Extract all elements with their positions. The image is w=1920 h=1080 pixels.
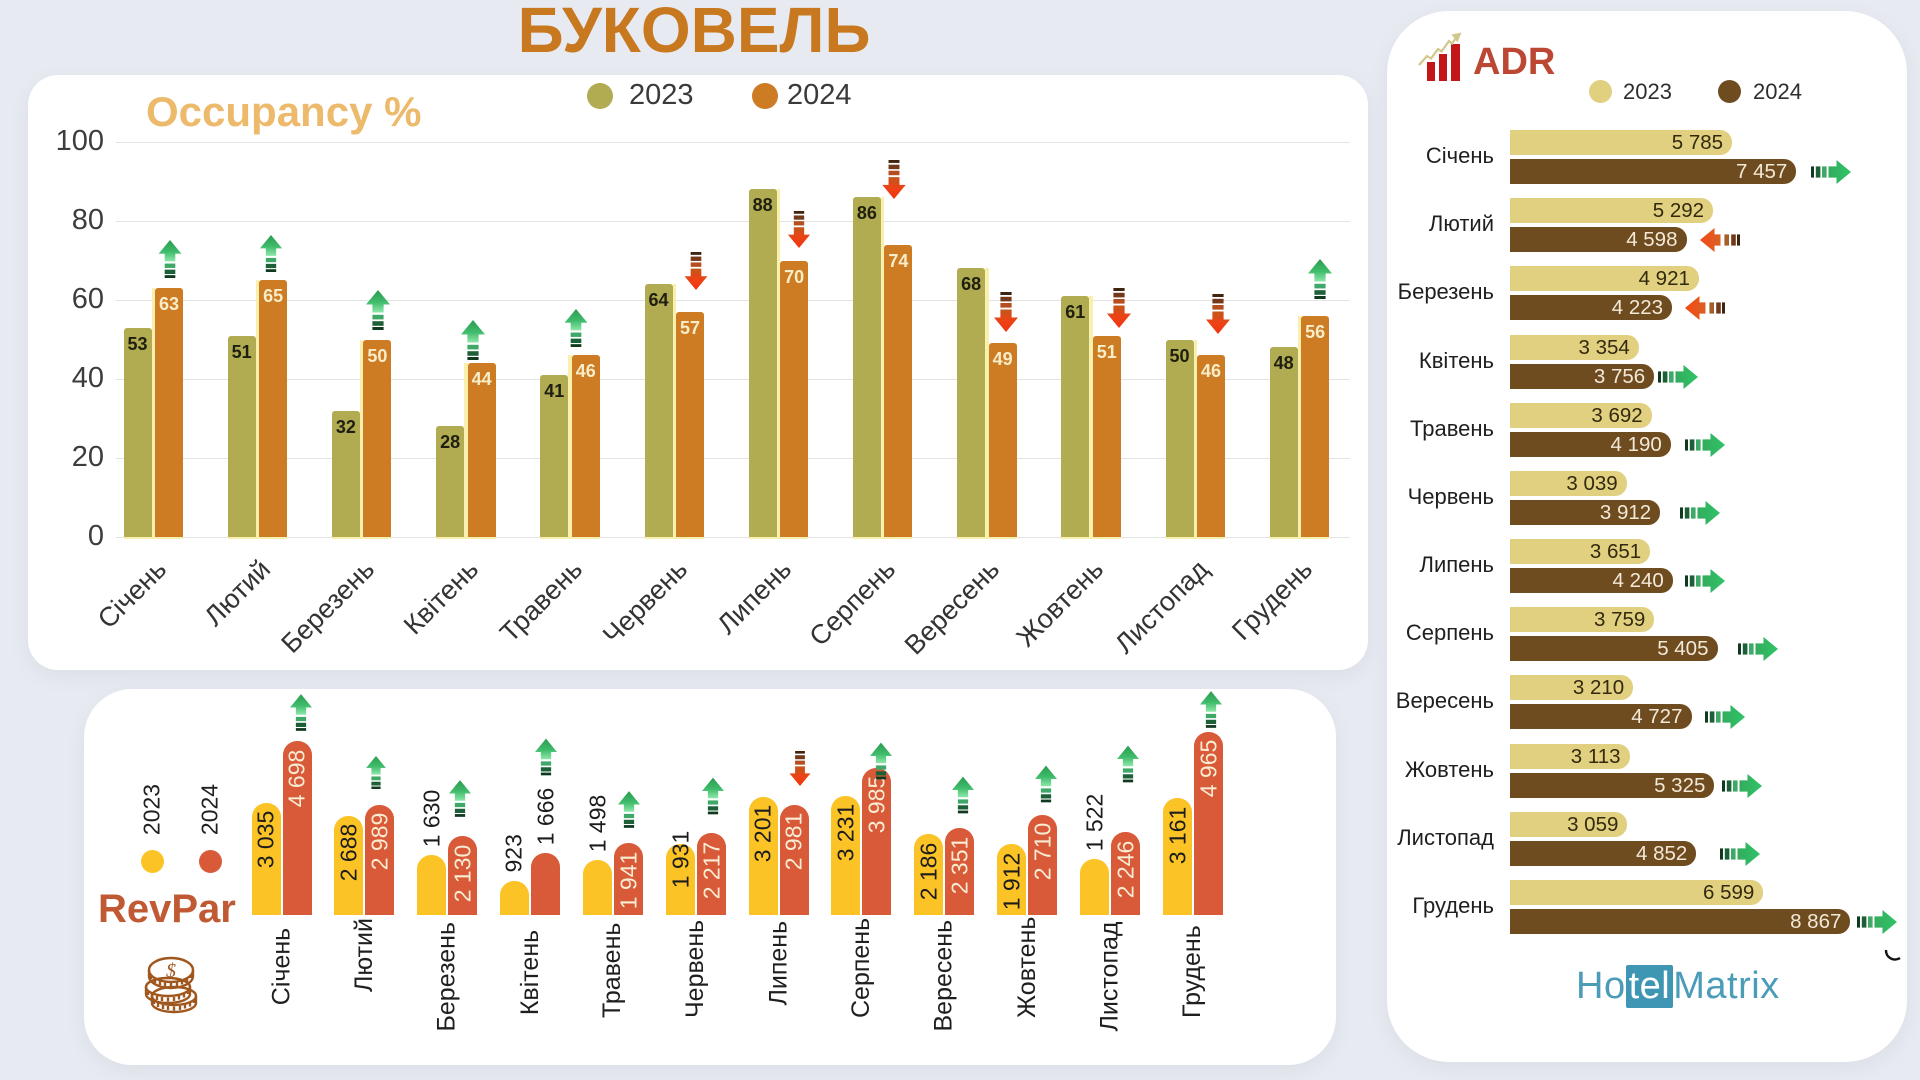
svg-text:$: $ (166, 960, 176, 982)
